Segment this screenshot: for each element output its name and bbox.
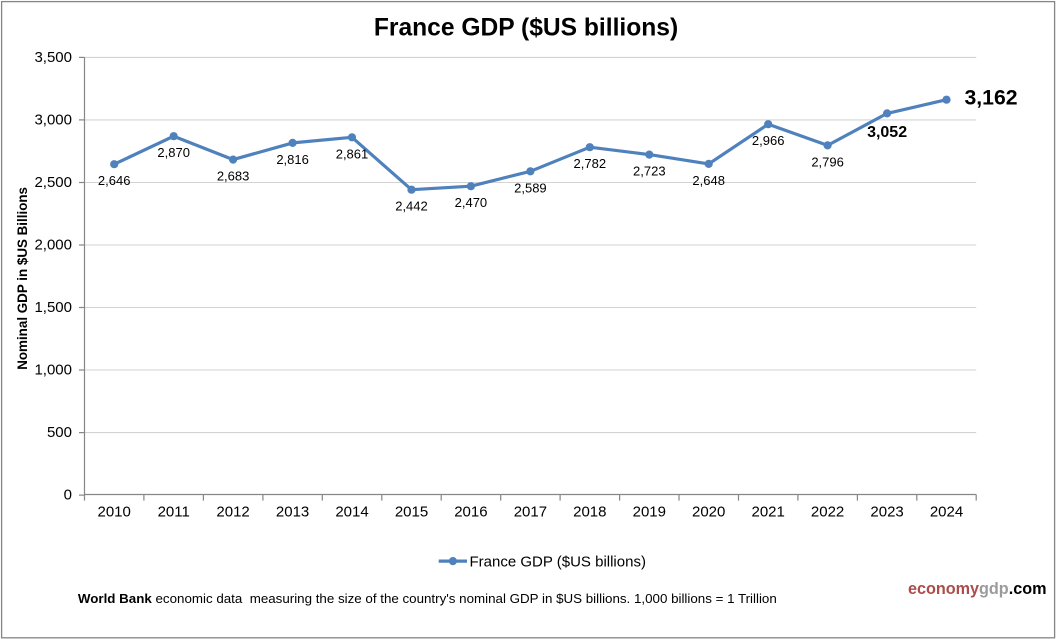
svg-text:economygdp.com: economygdp.com [908,580,1047,598]
svg-text:1,000: 1,000 [34,362,72,379]
svg-text:World Bank economic data meas: World Bank economic data measuring the s… [78,591,777,606]
svg-text:2,589: 2,589 [514,180,547,195]
svg-text:2,861: 2,861 [336,146,369,161]
svg-text:Nominal GDP in $US Billions: Nominal GDP in $US Billions [15,187,30,370]
svg-text:2,816: 2,816 [276,152,309,167]
svg-text:2015: 2015 [395,504,428,521]
svg-text:2022: 2022 [811,504,844,521]
svg-text:2014: 2014 [335,504,368,521]
svg-text:2,723: 2,723 [633,164,666,179]
svg-text:2021: 2021 [752,504,785,521]
svg-text:2013: 2013 [276,504,309,521]
svg-text:2,500: 2,500 [34,174,72,191]
svg-text:3,052: 3,052 [867,124,907,141]
svg-text:0: 0 [64,487,72,504]
svg-text:2,683: 2,683 [217,169,250,184]
svg-text:2011: 2011 [158,504,190,521]
svg-text:2010: 2010 [98,504,131,521]
svg-text:2024: 2024 [930,504,963,521]
svg-text:2,966: 2,966 [752,133,785,148]
svg-text:500: 500 [47,424,72,441]
svg-text:France GDP ($US billions): France GDP ($US billions) [374,14,678,41]
svg-text:2019: 2019 [633,504,666,521]
svg-text:3,000: 3,000 [34,111,72,128]
svg-text:2023: 2023 [870,504,903,521]
svg-text:2,470: 2,470 [455,195,488,210]
svg-text:2,796: 2,796 [811,154,844,169]
svg-text:1,500: 1,500 [34,299,72,316]
svg-text:2,782: 2,782 [574,156,607,171]
svg-text:2,442: 2,442 [395,199,428,214]
svg-text:3,500: 3,500 [34,49,72,66]
svg-text:2,646: 2,646 [98,173,131,188]
svg-text:2017: 2017 [514,504,547,521]
svg-text:3,162: 3,162 [965,86,1018,109]
svg-text:2020: 2020 [692,504,725,521]
svg-text:2016: 2016 [454,504,487,521]
svg-text:2,000: 2,000 [34,237,72,254]
svg-text:France GDP ($US billions): France GDP ($US billions) [470,554,646,571]
svg-text:2018: 2018 [573,504,606,521]
svg-text:2,870: 2,870 [157,145,190,160]
svg-text:2,648: 2,648 [692,173,725,188]
svg-text:2012: 2012 [216,504,249,521]
